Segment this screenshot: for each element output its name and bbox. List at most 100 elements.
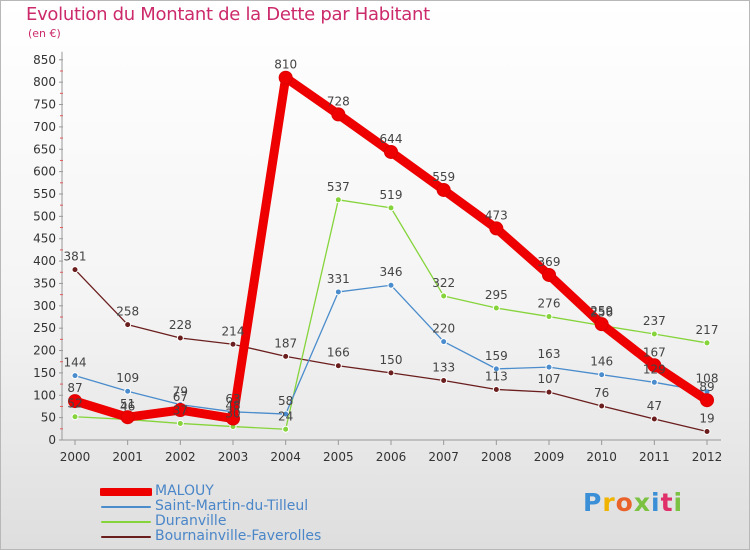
data-label-duranville-2000: 52 xyxy=(67,397,82,411)
x-tick-label-2011: 2011 xyxy=(639,450,670,464)
data-label-malouy-2009: 369 xyxy=(538,255,561,269)
y-tick-label-50: 50 xyxy=(41,411,56,425)
data-label-bournainville-faverolles-2000: 381 xyxy=(64,250,87,264)
y-tick-label-400: 400 xyxy=(33,254,56,268)
data-point-bournainville-faverolles-2012 xyxy=(703,428,711,436)
data-label-malouy-2000: 87 xyxy=(67,381,82,395)
x-tick-label-2009: 2009 xyxy=(534,450,565,464)
data-label-malouy-2003: 48 xyxy=(225,399,240,413)
y-tick-label-700: 700 xyxy=(33,120,56,134)
logo-letter-0: P xyxy=(583,488,603,517)
data-point-bournainville-faverolles-2010 xyxy=(598,402,606,410)
legend-swatch-bournainville-faverolles xyxy=(101,536,151,538)
y-tick-label-750: 750 xyxy=(33,98,56,112)
data-point-duranville-2008 xyxy=(492,304,500,312)
data-label-saint-martin-du-tilleul-2010: 146 xyxy=(590,355,613,369)
data-point-duranville-2004 xyxy=(282,425,290,433)
data-point-malouy-2005 xyxy=(331,107,346,122)
legend-label-malouy: MALOUY xyxy=(155,483,214,499)
data-point-duranville-2007 xyxy=(440,292,448,300)
data-label-saint-martin-du-tilleul-2009: 163 xyxy=(538,347,561,361)
data-label-duranville-2007: 322 xyxy=(432,276,455,290)
chart-subtitle: (en €) xyxy=(28,27,61,40)
data-label-duranville-2012: 217 xyxy=(696,323,719,337)
proxiti-logo: Proxiti xyxy=(583,488,683,517)
data-point-saint-martin-du-tilleul-2004 xyxy=(282,410,290,418)
x-tick-label-2008: 2008 xyxy=(481,450,512,464)
data-label-duranville-2004: 24 xyxy=(278,409,293,423)
y-tick-label-550: 550 xyxy=(33,187,56,201)
data-point-bournainville-faverolles-2011 xyxy=(650,415,658,423)
data-label-bournainville-faverolles-2012: 19 xyxy=(699,412,714,426)
data-point-saint-martin-du-tilleul-2001 xyxy=(124,387,132,395)
x-tick-label-2002: 2002 xyxy=(165,450,196,464)
y-tick-label-500: 500 xyxy=(33,209,56,223)
data-label-bournainville-faverolles-2008: 113 xyxy=(485,369,508,383)
data-point-bournainville-faverolles-2004 xyxy=(282,352,290,360)
legend-swatch-duranville xyxy=(101,521,151,523)
data-label-malouy-2004: 810 xyxy=(274,58,297,72)
logo-letter-6: i xyxy=(673,488,684,517)
y-tick-label-800: 800 xyxy=(33,75,56,89)
data-label-malouy-2006: 644 xyxy=(380,132,403,146)
data-label-malouy-2010: 259 xyxy=(590,304,613,318)
legend-item-malouy: MALOUY xyxy=(100,484,321,499)
x-tick-label-2007: 2007 xyxy=(428,450,459,464)
y-tick-label-600: 600 xyxy=(33,165,56,179)
data-point-bournainville-faverolles-2009 xyxy=(545,388,553,396)
data-point-bournainville-faverolles-2008 xyxy=(492,385,500,393)
logo-letter-3: x xyxy=(633,488,651,517)
data-label-malouy-2001: 51 xyxy=(120,397,135,411)
data-label-saint-martin-du-tilleul-2002: 79 xyxy=(173,385,188,399)
data-point-saint-martin-du-tilleul-2009 xyxy=(545,363,553,371)
legend-item-saint-martin-du-tilleul: Saint-Martin-du-Tilleul xyxy=(100,499,321,514)
data-label-saint-martin-du-tilleul-2005: 331 xyxy=(327,272,350,286)
data-point-duranville-2006 xyxy=(387,204,395,212)
x-tick-label-2000: 2000 xyxy=(60,450,91,464)
logo-letter-2: o xyxy=(615,488,634,517)
data-label-malouy-2005: 728 xyxy=(327,94,350,108)
y-tick-label-150: 150 xyxy=(33,366,56,380)
y-tick-label-850: 850 xyxy=(33,53,56,67)
data-point-malouy-2010 xyxy=(594,317,609,332)
y-tick-label-300: 300 xyxy=(33,299,56,313)
data-label-saint-martin-du-tilleul-2004: 58 xyxy=(278,394,293,408)
data-label-bournainville-faverolles-2007: 133 xyxy=(432,361,455,375)
data-label-duranville-2011: 237 xyxy=(643,314,666,328)
data-point-saint-martin-du-tilleul-2011 xyxy=(650,378,658,386)
y-tick-label-250: 250 xyxy=(33,321,56,335)
data-point-duranville-2012 xyxy=(703,339,711,347)
data-label-duranville-2008: 295 xyxy=(485,288,508,302)
x-tick-label-2006: 2006 xyxy=(376,450,407,464)
data-label-malouy-2008: 473 xyxy=(485,208,508,222)
data-point-malouy-2004 xyxy=(278,70,293,85)
data-point-duranville-2005 xyxy=(334,196,342,204)
y-tick-label-0: 0 xyxy=(48,433,56,447)
data-point-duranville-2009 xyxy=(545,313,553,321)
data-point-saint-martin-du-tilleul-2005 xyxy=(334,288,342,296)
data-label-duranville-2003: 30 xyxy=(225,407,240,421)
data-label-bournainville-faverolles-2004: 187 xyxy=(274,336,297,350)
data-label-saint-martin-du-tilleul-2000: 144 xyxy=(64,356,87,370)
x-tick-label-2005: 2005 xyxy=(323,450,354,464)
data-label-bournainville-faverolles-2010: 76 xyxy=(594,386,609,400)
y-tick-label-100: 100 xyxy=(33,388,56,402)
data-point-saint-martin-du-tilleul-2010 xyxy=(598,371,606,379)
legend-item-duranville: Duranville xyxy=(100,514,321,529)
data-point-saint-martin-du-tilleul-2006 xyxy=(387,281,395,289)
x-tick-label-2010: 2010 xyxy=(586,450,617,464)
data-label-saint-martin-du-tilleul-2001: 109 xyxy=(116,371,139,385)
data-point-malouy-2002 xyxy=(173,403,188,418)
data-point-bournainville-faverolles-2001 xyxy=(124,321,132,329)
legend-label-duranville: Duranville xyxy=(155,513,227,529)
y-tick-label-650: 650 xyxy=(33,142,56,156)
data-point-saint-martin-du-tilleul-2000 xyxy=(71,372,79,380)
y-tick-label-200: 200 xyxy=(33,344,56,358)
data-point-malouy-2009 xyxy=(542,267,556,282)
legend: MALOUY Saint-Martin-du-Tilleul Duranvill… xyxy=(100,484,321,544)
y-tick-label-450: 450 xyxy=(33,232,56,246)
x-tick-label-2003: 2003 xyxy=(218,450,249,464)
legend-item-bournainville-faverolles: Bournainville-Faverolles xyxy=(100,529,321,544)
x-tick-label-2004: 2004 xyxy=(270,450,301,464)
